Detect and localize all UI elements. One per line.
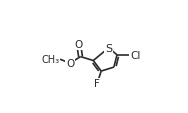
Text: O: O	[66, 59, 74, 69]
Text: CH₃: CH₃	[41, 55, 59, 65]
Text: Cl: Cl	[130, 50, 140, 60]
Text: F: F	[94, 79, 100, 89]
Text: S: S	[105, 43, 112, 53]
Text: O: O	[74, 39, 83, 49]
